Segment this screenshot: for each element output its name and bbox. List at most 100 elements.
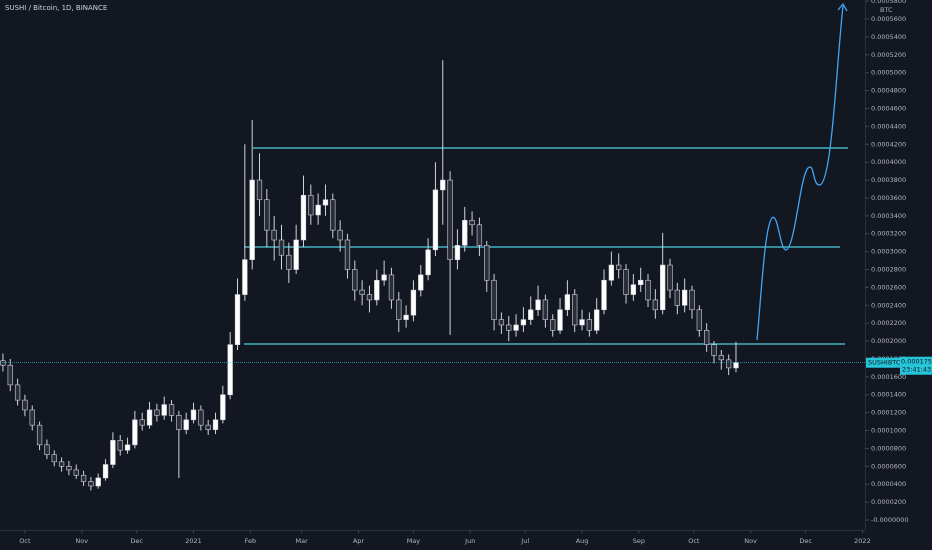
candle-body [308,194,314,216]
y-tick-label: 0.0005800 [871,0,906,5]
candle-body [403,314,409,320]
candle-body [616,264,622,270]
candle-body [564,294,571,311]
candle-body [256,179,263,201]
axis-unit: BTC [880,6,893,14]
candle-body [139,419,145,426]
y-tick-label: 0.0001200 [871,409,906,417]
candle-body [110,440,116,465]
y-tick-label: 0.0002800 [871,266,906,274]
y-tick-label: 0.0001600 [871,373,906,381]
candle-body [198,409,204,426]
x-tick-label: Nov [744,537,757,545]
candle-body [652,299,658,311]
candle-body [601,279,607,311]
x-tick-label: Sep [633,537,645,545]
candle-body [528,309,534,320]
candle-body [520,319,527,326]
candle-body [572,294,578,326]
countdown-label: 23:41:43 [902,366,931,374]
y-tick-label: 0.0003600 [871,194,906,202]
symbol-tag [866,357,900,368]
y-tick-label: 0.0002600 [871,283,906,291]
candle-body [242,259,248,295]
x-tick-label: Oct [19,537,31,545]
candle-body [29,409,35,426]
price-label: 0.0001758 [901,358,932,366]
candle-body [234,294,241,345]
candle-body [176,415,182,430]
candle-body [14,384,21,401]
projection-path [756,5,844,341]
candle-body [704,330,710,345]
candle-body [58,461,65,467]
x-tick-label: Apr [353,537,365,545]
candle-body [660,264,666,311]
candle-body [190,409,197,421]
x-tick-label: Dec [799,537,812,545]
candle-body [205,424,211,430]
x-tick-label: Dec [130,537,143,545]
candle-body [726,359,732,369]
x-tick-label: Oct [688,537,700,545]
candle-body [366,294,373,301]
candle-body [396,299,402,320]
candle-body [161,404,167,416]
y-tick-label: 0.0003000 [871,248,906,256]
candle-body [330,199,336,231]
y-tick-label: 0.0000600 [871,462,906,470]
x-tick-label: May [407,537,421,545]
symbol-label: SUSHIBTC [868,359,901,367]
candle-body [117,440,123,451]
candle-body [374,279,380,301]
y-tick-label: 0.0000200 [871,498,906,506]
candle-body [696,309,702,331]
candle-body [579,319,585,326]
candle-body [535,299,541,311]
candle-body [88,481,94,487]
candle-body [168,404,175,416]
y-tick-label: 0.0001400 [871,391,906,399]
candle-body [337,229,343,241]
candle-body [506,324,512,331]
candle-body [630,284,637,295]
candle-body [388,274,395,301]
candle-body [22,399,28,411]
candle-body [36,424,43,446]
candle-body [586,319,593,331]
candle-body [44,444,50,455]
y-tick-label: 0.0000400 [871,480,906,488]
candle-body [315,204,321,216]
y-tick-label: 0.0005400 [871,33,906,41]
x-tick-label: Mar [296,537,309,545]
candle-body [73,469,79,476]
candle-body [352,269,358,291]
candle-body [425,249,431,276]
candle-body [542,299,549,320]
x-tick-label: Aug [576,537,589,545]
y-tick-label: 0.0003200 [871,230,906,238]
y-tick-label: 0.0003400 [871,212,906,220]
y-tick-label: -0.0000000 [871,516,909,524]
candle-body [293,239,299,270]
candle-body [80,474,87,482]
candle-body [300,194,307,241]
candle-body [418,274,424,291]
y-tick-label: 0.0004000 [871,158,906,166]
candle-body [183,419,189,430]
candle-body [645,279,651,301]
projection-arrow [837,2,848,12]
chart-title: SUSHI / Bitcoin, 1D, BINANCE [5,4,107,12]
candle-body [667,264,673,291]
y-tick-label: 0.0002400 [871,301,906,309]
x-tick-label: 2022 [854,537,871,545]
candle-body [513,324,519,331]
candle-body [381,274,387,281]
x-tick-label: 2021 [185,537,202,545]
y-tick-label: 0.0001000 [871,427,906,435]
candle-body [220,394,226,421]
candle-body [154,409,160,416]
